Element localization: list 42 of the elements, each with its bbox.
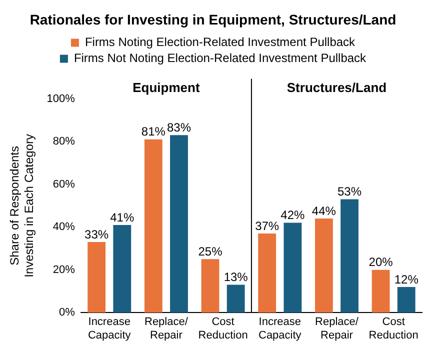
data-label: 41%	[110, 210, 134, 224]
data-label: 42%	[280, 208, 306, 222]
chart-title: Rationales for Investing in Equipment, Structures/Land	[30, 11, 396, 28]
y-tick-label: 40%	[52, 221, 76, 234]
data-label: 37%	[255, 218, 280, 233]
data-label: 44%	[312, 204, 336, 218]
data-label: 53%	[338, 184, 362, 199]
x-tick-label: Replace/Repair	[144, 316, 189, 342]
bar	[340, 199, 358, 313]
bar	[170, 135, 188, 313]
data-label: 81%	[141, 124, 166, 139]
bar	[113, 224, 132, 313]
x-tick-label: Increase Capacity	[258, 316, 302, 342]
data-label: 12%	[394, 272, 419, 286]
y-tick-label: 80%	[52, 136, 76, 148]
legend-label: Firms Noting Election-Related Investment Pullback	[84, 35, 356, 50]
bar	[201, 259, 220, 313]
bar	[144, 139, 162, 313]
data-label: 20%	[368, 255, 394, 270]
data-label: 13%	[224, 270, 248, 284]
x-tick-label: Cost Reduction	[198, 316, 248, 342]
bar	[226, 284, 245, 313]
y-tick-label: 0%	[59, 306, 76, 319]
text: Equipment	[132, 80, 200, 95]
bar	[284, 222, 302, 313]
y-axis-title: Share of Respondents Investing in Each Category	[8, 134, 36, 278]
y-tick-label: 20%	[52, 264, 76, 276]
bar	[314, 218, 333, 313]
data-label: 33%	[84, 227, 109, 242]
data-label: 25%	[198, 244, 223, 258]
bar	[372, 270, 390, 313]
text: Structures/Land	[286, 80, 387, 95]
bar	[88, 242, 106, 313]
legend-label: Firms Not Noting Election-Related Investment Pullback	[74, 51, 368, 66]
x-tick-label: Increase Capacity	[88, 316, 132, 342]
x-tick-label: Replace/Repair	[315, 316, 360, 342]
data-label: 83%	[166, 120, 192, 134]
bar	[258, 233, 276, 313]
y-tick-label: 100%	[46, 92, 76, 105]
x-tick-label: Cost Reduction	[368, 316, 418, 342]
bar	[397, 286, 416, 313]
y-tick-label: 60%	[52, 178, 76, 190]
